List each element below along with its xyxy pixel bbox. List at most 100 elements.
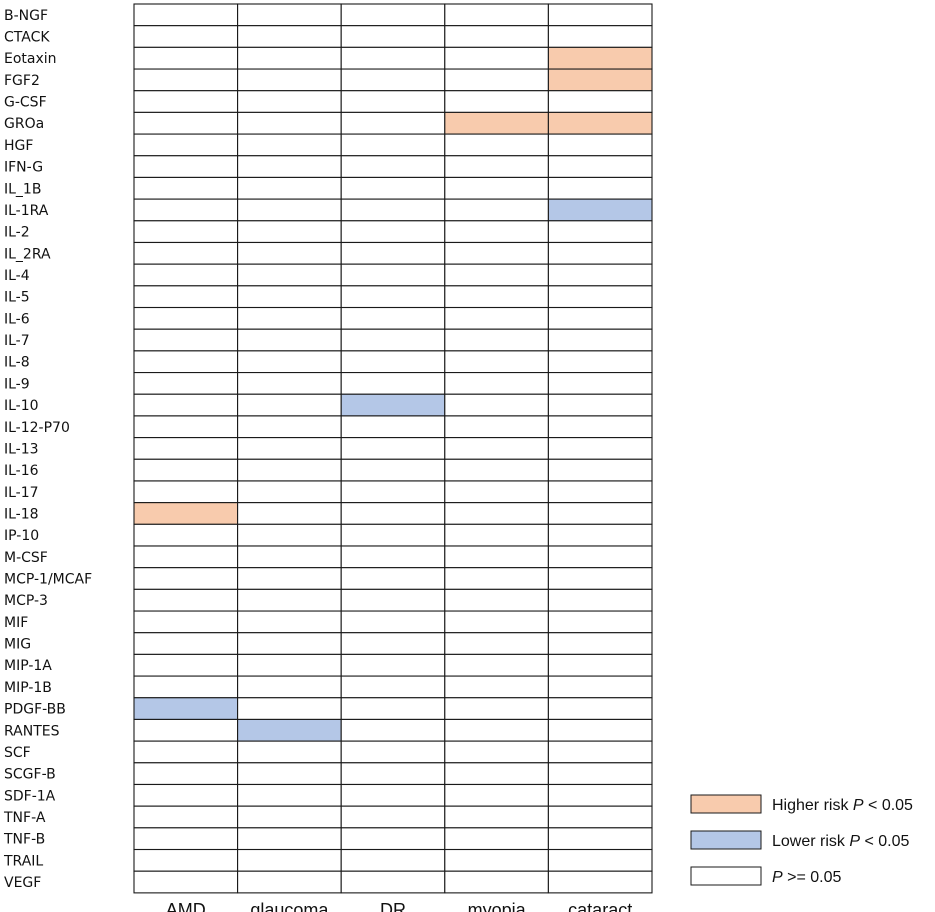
cell-ip-10-amd <box>133 523 239 547</box>
cell-il-18-dr <box>340 502 446 525</box>
cell-il-8-dr <box>340 350 446 374</box>
row-label-il-18: IL-18 <box>4 506 39 522</box>
cell-ifn-g-cataract <box>547 155 653 178</box>
cell-ip-10-myopia <box>444 523 549 547</box>
cell-fgf2-glaucoma <box>237 68 342 92</box>
cell-mcp-1-mcaf-dr <box>340 567 446 590</box>
cell-il-8-glaucoma <box>237 350 342 374</box>
cell-hgf-glaucoma <box>237 133 342 157</box>
cell-vegf-dr <box>340 870 446 894</box>
legend-swatch-higher <box>690 794 762 814</box>
cell-scgf-b-myopia <box>444 762 549 786</box>
cell-fgf2-myopia <box>444 68 549 92</box>
cell-il-16-myopia <box>444 458 549 482</box>
row-label-ip-10: IP-10 <box>4 528 39 544</box>
row-label-mif: MIF <box>4 615 28 631</box>
cell-mcp-3-amd <box>133 588 239 612</box>
cell-rantes-myopia <box>444 718 549 742</box>
row-label-il-4: IL-4 <box>4 268 30 284</box>
cell-il-1b-myopia <box>444 176 549 200</box>
cell-tnf-a-myopia <box>444 805 549 829</box>
cell-mig-dr <box>340 632 446 655</box>
legend-label-higher: Higher risk P < 0.05 <box>772 797 913 814</box>
cell-sdf-1a-cataract <box>547 783 653 807</box>
cell-m-csf-cataract <box>547 545 653 569</box>
cell-sdf-1a-glaucoma <box>237 783 342 807</box>
cell-fgf2-amd <box>133 68 239 92</box>
cell-mig-cataract <box>547 632 653 655</box>
cell-mif-amd <box>133 610 239 634</box>
cell-mcp-3-dr <box>340 588 446 612</box>
legend-swatch-lower <box>690 830 762 850</box>
cell-il-1ra-dr <box>340 198 446 222</box>
cell-il-2-myopia <box>444 220 549 244</box>
row-label-trail: TRAIL <box>3 853 43 869</box>
row-label-b-ngf: B-NGF <box>4 8 48 24</box>
cell-il-17-cataract <box>547 480 653 504</box>
cell-il-4-dr <box>340 263 446 287</box>
cell-il-9-dr <box>340 372 446 395</box>
cell-mif-cataract <box>547 610 653 634</box>
cell-il-1ra-cataract <box>547 198 653 222</box>
cell-il-6-dr <box>340 306 446 330</box>
cell-il-1ra-glaucoma <box>237 198 342 222</box>
column-label-amd: AMD <box>166 900 206 912</box>
row-label-il-17: IL-17 <box>4 485 39 501</box>
row-label-ctack: CTACK <box>4 30 50 46</box>
cell-il-18-glaucoma <box>237 502 342 525</box>
cell-scf-cataract <box>547 740 653 764</box>
cell-hgf-myopia <box>444 133 549 157</box>
cell-il-5-myopia <box>444 285 549 309</box>
cell-il-4-myopia <box>444 263 549 287</box>
cell-pdgf-bb-glaucoma <box>237 697 342 720</box>
cell-mip-1a-dr <box>340 653 446 677</box>
cell-eotaxin-cataract <box>547 46 653 70</box>
cell-il-18-amd <box>133 502 239 525</box>
row-label-il-12-p70: IL-12-P70 <box>4 420 70 436</box>
column-label-cataract: cataract <box>568 900 632 912</box>
cell-il-8-cataract <box>547 350 653 374</box>
row-label-mip-1a: MIP-1A <box>4 658 52 674</box>
legend-label-ns: P >= 0.05 <box>772 869 841 886</box>
cell-groa-cataract <box>547 111 653 135</box>
cell-ifn-g-amd <box>133 155 239 178</box>
cell-tnf-b-myopia <box>444 827 549 851</box>
cell-scf-myopia <box>444 740 549 764</box>
cell-tnf-a-dr <box>340 805 446 829</box>
cell-scgf-b-dr <box>340 762 446 786</box>
cell-mcp-3-glaucoma <box>237 588 342 612</box>
cell-il-12-p70-amd <box>133 415 239 439</box>
cell-il-5-cataract <box>547 285 653 309</box>
cell-tnf-b-dr <box>340 827 446 851</box>
cell-trail-cataract <box>547 848 653 872</box>
cell-ctack-dr <box>340 25 446 48</box>
cell-il-10-dr <box>340 393 446 417</box>
cell-tnf-b-amd <box>133 827 239 851</box>
cell-m-csf-dr <box>340 545 446 569</box>
cell-il-9-glaucoma <box>237 372 342 395</box>
cell-mip-1a-myopia <box>444 653 549 677</box>
row-label-fgf2: FGF2 <box>4 73 40 89</box>
cell-eotaxin-glaucoma <box>237 46 342 70</box>
cell-il-7-myopia <box>444 328 549 352</box>
cell-m-csf-myopia <box>444 545 549 569</box>
cell-mcp-1-mcaf-cataract <box>547 567 653 590</box>
row-label-il-1ra: IL-1RA <box>4 203 49 219</box>
cell-il-17-amd <box>133 480 239 504</box>
row-label-mip-1b: MIP-1B <box>4 680 52 696</box>
cell-il-6-glaucoma <box>237 306 342 330</box>
column-label-myopia: myopia <box>468 900 527 912</box>
row-label-il-2: IL-2 <box>4 225 30 241</box>
cell-g-csf-glaucoma <box>237 90 342 113</box>
cell-b-ngf-amd <box>133 3 239 27</box>
cell-b-ngf-myopia <box>444 3 549 27</box>
cell-ip-10-glaucoma <box>237 523 342 547</box>
cell-ifn-g-glaucoma <box>237 155 342 178</box>
row-label-il-5: IL-5 <box>4 290 30 306</box>
cell-tnf-b-cataract <box>547 827 653 851</box>
cell-il-8-amd <box>133 350 239 374</box>
cell-g-csf-myopia <box>444 90 549 113</box>
cell-scf-dr <box>340 740 446 764</box>
row-label-il-7: IL-7 <box>4 333 30 349</box>
